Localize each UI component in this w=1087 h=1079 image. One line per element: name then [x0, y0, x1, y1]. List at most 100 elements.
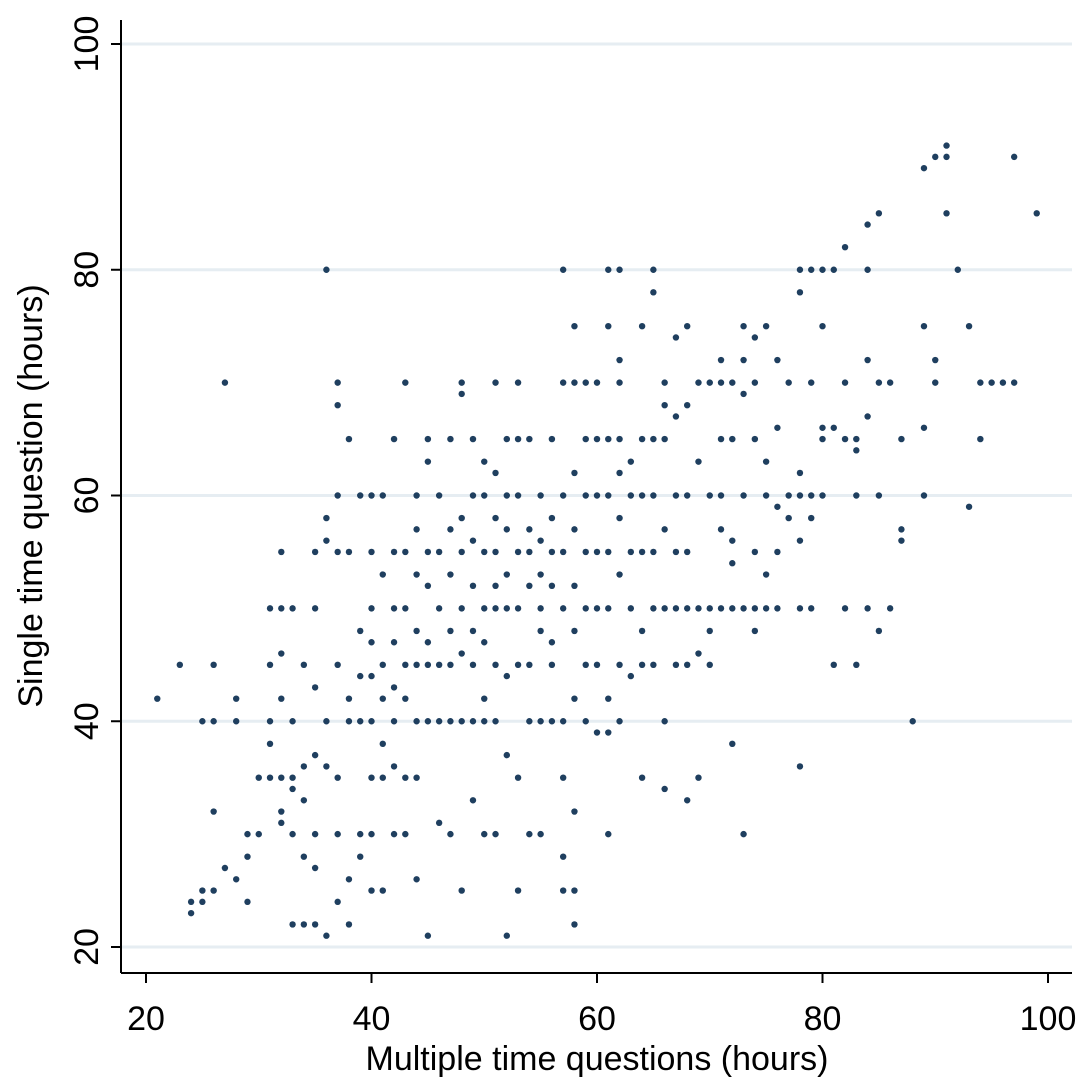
data-point: [627, 548, 635, 556]
data-point: [503, 526, 510, 533]
data-point: [661, 718, 668, 725]
data-point: [492, 718, 499, 725]
data-point: [661, 379, 668, 386]
data-point: [808, 266, 815, 273]
data-point: [481, 458, 488, 465]
data-point: [898, 435, 905, 443]
data-point: [650, 661, 657, 669]
data-point: [526, 582, 533, 589]
data-point: [334, 492, 341, 499]
data-point: [605, 695, 612, 702]
data-point: [616, 266, 623, 273]
data-point: [605, 729, 612, 736]
data-point: [334, 548, 341, 556]
data-point: [706, 627, 713, 635]
data-point: [650, 266, 657, 273]
data-point: [345, 435, 353, 443]
data-point: [886, 605, 894, 612]
data-point: [672, 605, 680, 612]
data-point: [638, 548, 646, 556]
data-point: [774, 424, 781, 431]
data-point: [582, 548, 589, 556]
data-point: [334, 402, 341, 409]
ticks: 20 40 60 80 100 20 40 60 80 100: [68, 16, 1076, 1038]
data-point: [672, 413, 680, 420]
x-tick-label: 80: [804, 1000, 842, 1038]
data-point: [751, 379, 759, 386]
data-point: [661, 435, 668, 443]
data-point: [571, 322, 578, 330]
data-point: [548, 639, 556, 646]
data-point: [311, 864, 319, 872]
data-point: [695, 379, 702, 386]
data-point: [278, 808, 285, 815]
data-point: [886, 379, 894, 386]
data-point: [616, 379, 623, 386]
data-point: [672, 334, 680, 341]
y-tick-label: 60: [68, 477, 106, 515]
data-point: [210, 808, 217, 815]
data-point: [571, 887, 578, 894]
data-point: [864, 356, 871, 364]
data-point: [582, 661, 589, 669]
data-point: [413, 627, 420, 635]
data-point: [357, 492, 364, 499]
data-point: [582, 379, 589, 386]
data-point: [266, 661, 274, 669]
data-point: [526, 435, 533, 443]
data-point: [593, 729, 601, 736]
data-point: [627, 492, 635, 499]
data-point: [278, 774, 285, 781]
data-point: [537, 605, 544, 612]
data-point: [323, 266, 330, 273]
data-point: [435, 492, 443, 499]
data-point: [345, 921, 353, 928]
data-point: [796, 763, 804, 770]
data-point: [458, 718, 465, 725]
data-point: [785, 514, 792, 522]
data-point: [819, 266, 826, 273]
data-point: [638, 774, 646, 781]
data-point: [571, 808, 578, 815]
data-point: [762, 605, 770, 612]
data-point: [830, 661, 837, 669]
data-point: [875, 379, 883, 386]
data-point: [368, 672, 375, 680]
data-point: [289, 774, 296, 781]
data-point: [650, 605, 657, 612]
data-point: [469, 435, 477, 443]
data-point: [729, 560, 736, 567]
data-point: [616, 356, 623, 364]
data-point: [559, 718, 567, 725]
data-point: [864, 266, 871, 273]
data-point: [503, 435, 510, 443]
data-point: [751, 627, 759, 635]
data-point: [559, 266, 567, 273]
data-point: [424, 582, 432, 589]
data-point: [334, 774, 341, 781]
data-point: [447, 627, 454, 635]
data-point: [706, 661, 713, 669]
data-point: [841, 243, 849, 251]
data-point: [413, 571, 420, 578]
data-point: [920, 164, 928, 172]
data-point: [605, 492, 612, 499]
data-point: [571, 582, 578, 589]
data-point: [920, 322, 928, 330]
data-point: [661, 785, 668, 793]
data-point: [695, 774, 702, 781]
data-point: [176, 661, 184, 669]
data-point: [334, 379, 341, 386]
data-point: [841, 435, 849, 443]
data-point: [266, 740, 274, 748]
data-point: [988, 379, 995, 386]
data-point: [627, 605, 635, 612]
data-point: [875, 627, 883, 635]
data-point: [796, 537, 804, 544]
data-point: [796, 492, 804, 499]
data-point: [853, 661, 860, 669]
data-point: [638, 435, 646, 443]
data-point: [481, 492, 488, 499]
data-point: [729, 605, 736, 612]
data-point: [537, 571, 544, 578]
